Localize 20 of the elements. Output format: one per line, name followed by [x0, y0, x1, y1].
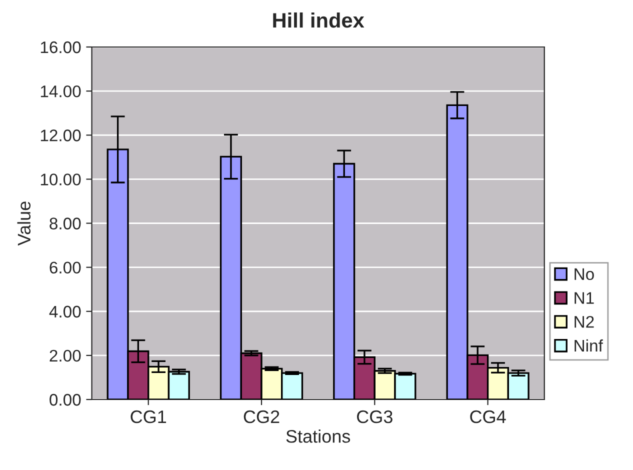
legend-label: No	[574, 268, 594, 280]
y-axis-title: Value	[17, 202, 31, 246]
x-tick-label: CG3	[357, 410, 392, 424]
y-tick-label: 2.00	[50, 350, 81, 362]
legend-label: N1	[574, 292, 594, 304]
legend-label: N2	[574, 316, 594, 328]
y-tick-label: 14.00	[40, 85, 81, 98]
y-tick-label: 0.00	[50, 394, 81, 406]
x-tick-label: CG2	[244, 410, 280, 424]
x-tick-label: CG4	[470, 410, 506, 424]
y-tick-label: 16.00	[40, 41, 81, 54]
y-tick-label: 12.00	[40, 130, 81, 142]
y-tick-label: 6.00	[50, 262, 81, 274]
y-tick-label: 10.00	[40, 174, 81, 186]
chart-title: Hill index	[273, 12, 364, 28]
y-tick-label: 8.00	[50, 218, 81, 230]
legend-label: Ninf	[574, 339, 603, 352]
x-tick-label: CG1	[130, 410, 166, 424]
x-axis-title: Stations	[286, 430, 350, 443]
y-tick-label: 4.00	[49, 306, 81, 318]
